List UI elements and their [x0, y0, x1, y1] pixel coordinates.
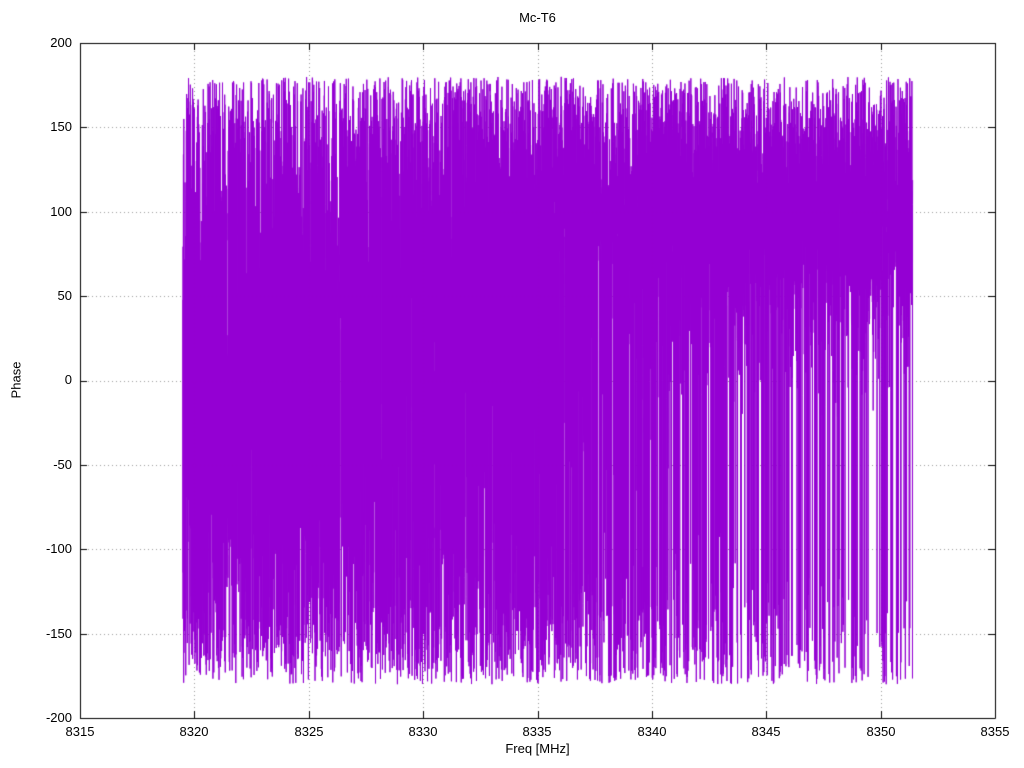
y-tick-label: 200: [50, 35, 72, 50]
x-tick-label: 8345: [751, 724, 781, 739]
chart-title: Mc-T6: [519, 10, 556, 25]
x-tick-label: 8330: [408, 724, 438, 739]
y-tick-label: 150: [50, 119, 72, 134]
x-tick-label: 8355: [980, 724, 1010, 739]
y-tick-label: 50: [57, 288, 72, 303]
y-tick-label: -200: [45, 710, 72, 725]
x-tick-label: 8335: [522, 724, 552, 739]
x-tick-label: 8320: [179, 724, 209, 739]
y-tick-label: -50: [53, 457, 72, 472]
x-tick-label: 8315: [65, 724, 95, 739]
x-axis-label: Freq [MHz]: [505, 741, 570, 756]
y-tick-label: 100: [50, 204, 72, 219]
x-tick-label: 8325: [294, 724, 324, 739]
y-tick-label: 0: [64, 372, 72, 387]
y-tick-label: -100: [45, 541, 72, 556]
y-tick-label: -150: [45, 626, 72, 641]
x-tick-label: 8350: [866, 724, 896, 739]
x-tick-label: 8340: [637, 724, 667, 739]
